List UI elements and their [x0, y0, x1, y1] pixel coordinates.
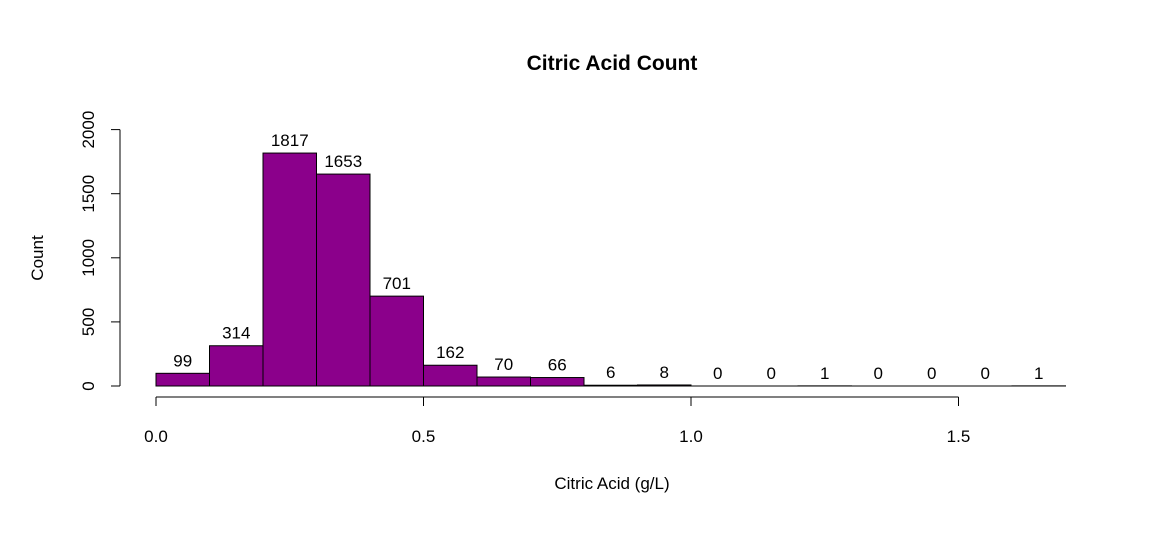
histogram-bar: [262, 152, 317, 387]
y-axis: 0 500 1000 1500 2000: [79, 111, 121, 391]
bar-value-label: 314: [222, 324, 250, 343]
histogram-bar: [209, 345, 264, 387]
histogram-bar: [369, 295, 424, 387]
y-tick-label: 1500: [79, 175, 98, 213]
bar-value-label: 99: [173, 351, 192, 370]
bar-value-label: 0: [713, 364, 722, 383]
bar-value-label: 0: [981, 364, 990, 383]
y-tick-label: 2000: [79, 111, 98, 149]
bar-value-label: 701: [383, 274, 411, 293]
histogram-bar: [476, 376, 531, 387]
bar-value-label: 1: [820, 364, 829, 383]
histogram-bar: [530, 377, 585, 387]
bar-value-label: 6: [606, 363, 615, 382]
x-tick-label: 0.0: [144, 427, 168, 446]
y-tick-label: 0: [79, 381, 98, 390]
bar-value-label: 1817: [271, 131, 309, 150]
y-axis-label: Count: [28, 235, 47, 281]
bar-value-label: 0: [874, 364, 883, 383]
x-axis-label: Citric Acid (g/L): [554, 474, 669, 493]
x-tick-label: 1.5: [947, 427, 971, 446]
bar-value-label: 1653: [324, 152, 362, 171]
bar-value-label: 70: [494, 355, 513, 374]
histogram-bar: [423, 364, 478, 387]
bar-value-label: 0: [767, 364, 776, 383]
histogram-bar: [155, 372, 210, 387]
bar-value-label: 1: [1034, 364, 1043, 383]
x-axis: 0.0 0.5 1.0 1.5: [144, 396, 971, 446]
bars-group: [155, 152, 1066, 387]
x-tick-label: 1.0: [679, 427, 703, 446]
x-tick-label: 0.5: [412, 427, 436, 446]
histogram-bar: [316, 173, 371, 387]
bar-value-label: 66: [548, 356, 567, 375]
y-tick-label: 500: [79, 308, 98, 336]
bar-value-label: 162: [436, 343, 464, 362]
bar-value-label: 8: [660, 363, 669, 382]
chart-title: Citric Acid Count: [527, 52, 698, 75]
y-tick-label: 1000: [79, 239, 98, 277]
bar-value-label: 0: [927, 364, 936, 383]
